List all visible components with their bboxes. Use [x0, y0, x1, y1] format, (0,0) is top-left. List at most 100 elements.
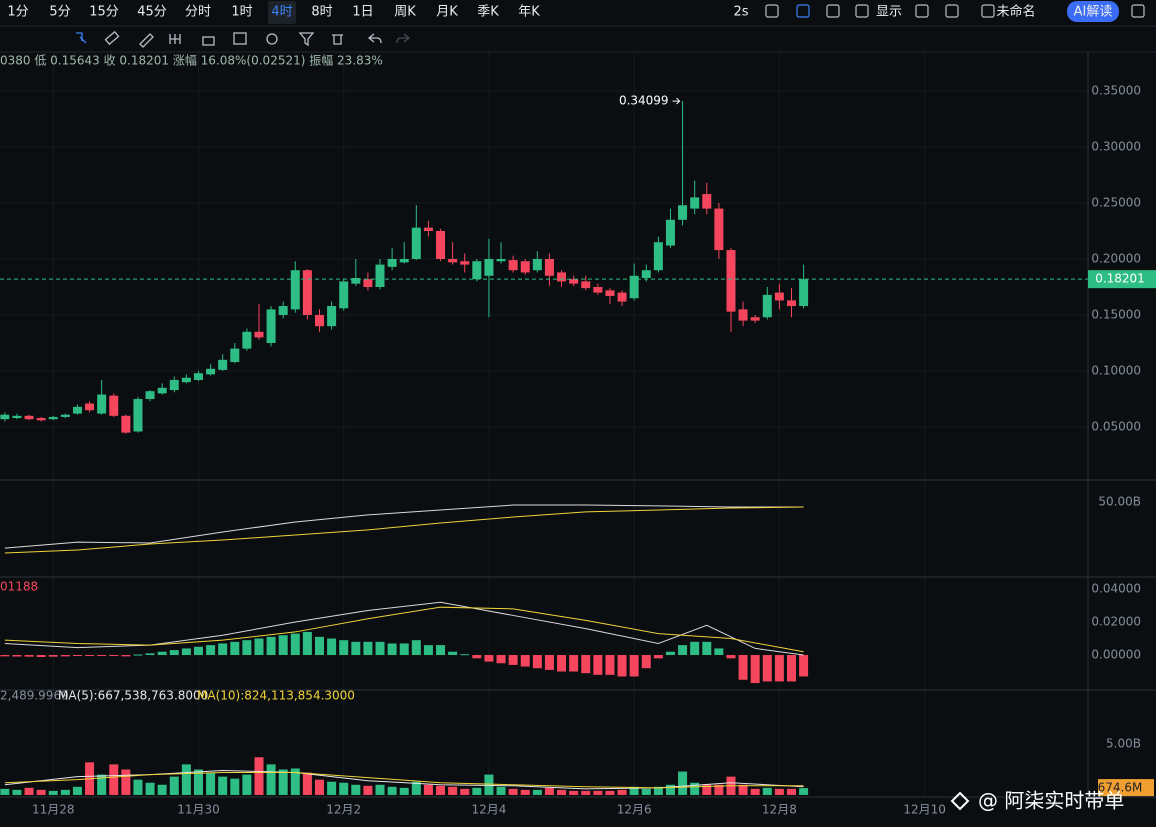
- interval-button[interactable]: 5分: [49, 5, 70, 20]
- x-tick-label: 12月2: [326, 803, 361, 817]
- tool-icon[interactable]: [233, 32, 247, 45]
- toolbar-button[interactable]: AI解读: [1074, 5, 1113, 20]
- interval-button[interactable]: 年K: [518, 5, 540, 20]
- interval-button[interactable]: 1分: [7, 5, 28, 20]
- last-price-box: [1088, 270, 1156, 289]
- macd-bar: [411, 640, 421, 656]
- volume-bar: [230, 778, 240, 795]
- candle-body: [496, 258, 506, 262]
- interval-button[interactable]: 季K: [477, 5, 499, 20]
- macd-bar: [218, 643, 228, 656]
- candle-body: [460, 261, 470, 265]
- cloud-icon[interactable]: [981, 4, 995, 18]
- macd-bar: [193, 646, 203, 656]
- volume-bar: [690, 782, 700, 795]
- toolbar-button[interactable]: 2s: [733, 5, 748, 20]
- peak-label: 0.34099: [619, 94, 669, 108]
- interval-button[interactable]: 8时: [311, 5, 332, 20]
- candle-body: [230, 348, 240, 363]
- reset-icon[interactable]: [826, 4, 840, 18]
- tool-icon[interactable]: [298, 32, 315, 47]
- macd-bar: [254, 638, 264, 656]
- tool-icon[interactable]: [396, 33, 411, 44]
- macd-bar: [363, 641, 373, 656]
- interval-button[interactable]: 分时: [185, 5, 211, 20]
- macd-bar: [302, 631, 312, 656]
- panel-label: 2,489.9969: [0, 689, 69, 703]
- tool-icon[interactable]: [169, 34, 181, 44]
- fullscreen-icon[interactable]: [945, 4, 959, 18]
- volume-bar: [593, 790, 603, 795]
- macd-bar: [460, 654, 470, 656]
- volume-bar: [315, 779, 325, 795]
- camera-icon[interactable]: [765, 4, 779, 18]
- candle-body: [605, 290, 615, 296]
- macd-bar: [678, 645, 688, 656]
- interval-button[interactable]: 1日: [352, 5, 373, 20]
- candle-body: [472, 261, 482, 280]
- candle-body: [133, 399, 143, 432]
- pen-icon[interactable]: [796, 4, 810, 18]
- candle-body: [544, 258, 554, 276]
- candle-body: [315, 315, 325, 327]
- tool-icon[interactable]: [139, 33, 154, 48]
- drawing-tools[interactable]: [76, 30, 411, 48]
- volume-bar: [290, 768, 300, 795]
- macd-bar: [109, 655, 119, 657]
- interval-button[interactable]: 45分: [137, 5, 167, 20]
- volume-bar: [605, 790, 615, 795]
- tool-icon[interactable]: [367, 33, 382, 44]
- candle-body: [327, 306, 337, 327]
- last-price-label: 0.18201: [1095, 272, 1145, 286]
- candle-body: [206, 368, 216, 375]
- candle-body: [169, 379, 179, 391]
- macd-bar: [508, 655, 518, 665]
- peak-arrow: [672, 97, 681, 105]
- candle-body: [423, 227, 433, 231]
- interval-button[interactable]: 周K: [394, 5, 416, 20]
- volume-bar: [484, 774, 494, 795]
- interval-button[interactable]: 15分: [89, 5, 119, 20]
- indicator-line: [4, 504, 804, 549]
- candle-body: [629, 275, 639, 299]
- macd-bar: [484, 655, 494, 662]
- volume-bar: [738, 784, 748, 795]
- ohlc-info: 0380 低 0.15643 收 0.18201 涨幅 16.08%(0.025…: [0, 53, 383, 68]
- volume-bar: [375, 784, 385, 795]
- macd-bar: [544, 655, 554, 670]
- y-tick-label: 0.25000: [1091, 195, 1141, 209]
- interval-button[interactable]: 4时: [271, 5, 292, 20]
- volume-bar: [714, 784, 724, 795]
- candle-body: [266, 309, 276, 344]
- candle-body: [799, 279, 809, 307]
- tool-icon[interactable]: [104, 30, 120, 46]
- candle-body: [339, 281, 349, 309]
- volume-bar: [266, 764, 276, 795]
- interval-button[interactable]: 月K: [436, 5, 458, 20]
- macd-bar: [315, 636, 325, 656]
- last-volume-box: [1098, 779, 1154, 797]
- candle-body: [351, 278, 361, 284]
- tool-icon[interactable]: [266, 33, 278, 45]
- toolbar-button[interactable]: 未命名: [996, 4, 1035, 20]
- interval-button[interactable]: 1时: [231, 5, 252, 20]
- tool-icon[interactable]: [202, 36, 215, 46]
- candle-body: [617, 292, 627, 302]
- macd-bar: [133, 654, 143, 656]
- share-icon[interactable]: [1131, 4, 1145, 18]
- candle-body: [85, 403, 95, 411]
- candle-body: [581, 281, 591, 289]
- volume-bar: [569, 790, 579, 795]
- settings-bars-icon[interactable]: [855, 4, 869, 18]
- toolbar-button[interactable]: 显示: [876, 5, 902, 20]
- y-tick-label: 0.20000: [1091, 251, 1141, 265]
- volume-bar: [702, 784, 712, 795]
- tool-icon[interactable]: [332, 34, 343, 45]
- volume-bar: [557, 789, 567, 795]
- gear-icon[interactable]: [915, 4, 929, 18]
- tool-icon[interactable]: [76, 32, 87, 44]
- macd-bar: [278, 635, 288, 656]
- candle-body: [520, 261, 530, 273]
- volume-bar: [206, 772, 216, 795]
